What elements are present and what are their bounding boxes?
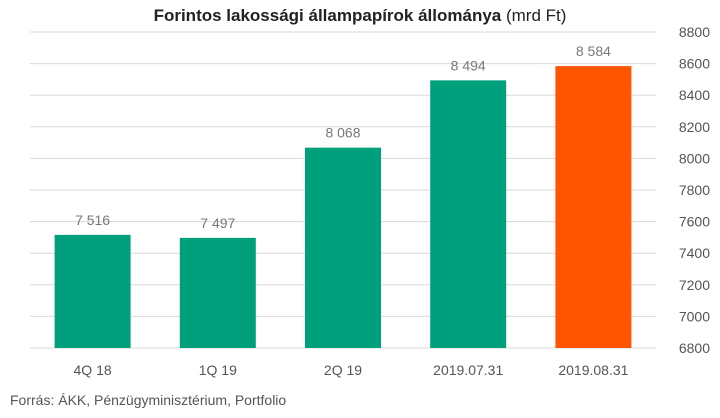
data-label: 8 068 bbox=[325, 125, 360, 141]
x-tick-label: 2019.08.31 bbox=[558, 362, 628, 378]
data-label: 7 497 bbox=[200, 215, 235, 231]
chart-title-unit: (mrd Ft) bbox=[505, 6, 567, 25]
bar bbox=[305, 147, 381, 348]
y-tick-label: 8800 bbox=[679, 24, 710, 40]
x-tick-label: 2019.07.31 bbox=[433, 362, 503, 378]
y-tick-label: 7400 bbox=[679, 245, 710, 261]
y-tick-label: 7600 bbox=[679, 214, 710, 230]
y-tick-label: 8600 bbox=[679, 56, 710, 72]
y-tick-label: 8400 bbox=[679, 87, 710, 103]
source-note: Forrás: ÁKK, Pénzügyminisztérium, Portfo… bbox=[10, 392, 287, 408]
bar bbox=[179, 237, 256, 348]
data-label: 7 516 bbox=[75, 212, 110, 228]
y-tick-label: 7800 bbox=[679, 182, 710, 198]
y-tick-label: 8200 bbox=[679, 119, 710, 135]
bar bbox=[54, 234, 131, 348]
data-label: 8 584 bbox=[576, 43, 611, 59]
y-tick-label: 8000 bbox=[679, 150, 710, 166]
y-tick-label: 7200 bbox=[679, 277, 710, 293]
y-tick-label: 7000 bbox=[679, 308, 710, 324]
bar bbox=[430, 80, 507, 349]
x-tick-label: 4Q 18 bbox=[74, 362, 112, 378]
chart-title: Forintos lakossági állampapírok állomány… bbox=[0, 6, 720, 26]
y-tick-label: 6800 bbox=[679, 340, 710, 356]
data-label: 8 494 bbox=[451, 57, 486, 73]
bar bbox=[555, 66, 632, 349]
chart-title-main: Forintos lakossági állampapírok állomány… bbox=[153, 6, 502, 25]
x-tick-label: 1Q 19 bbox=[199, 362, 237, 378]
x-tick-label: 2Q 19 bbox=[324, 362, 362, 378]
